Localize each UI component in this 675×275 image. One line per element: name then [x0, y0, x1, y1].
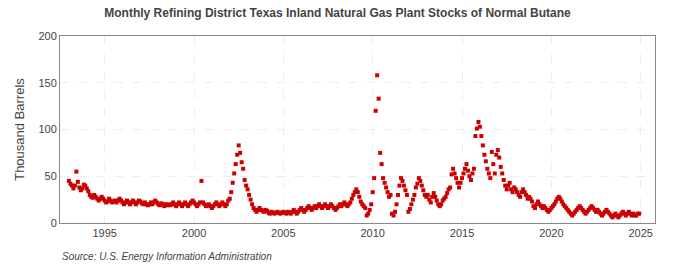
svg-text:Source: U.S. Energy Informatio: Source: U.S. Energy Information Administ… — [62, 251, 272, 262]
svg-text:0: 0 — [51, 217, 57, 229]
svg-text:150: 150 — [38, 77, 56, 89]
svg-text:1995: 1995 — [92, 227, 116, 239]
svg-text:2020: 2020 — [539, 227, 563, 239]
svg-text:2025: 2025 — [628, 227, 652, 239]
svg-text:Thousand Barrels: Thousand Barrels — [12, 78, 27, 181]
svg-text:200: 200 — [38, 30, 56, 42]
svg-text:2000: 2000 — [182, 227, 206, 239]
svg-text:2010: 2010 — [360, 227, 384, 239]
svg-text:50: 50 — [45, 170, 57, 182]
svg-text:2015: 2015 — [450, 227, 474, 239]
svg-text:100: 100 — [38, 123, 56, 135]
svg-text:2005: 2005 — [271, 227, 295, 239]
svg-text:Monthly Refining District Texa: Monthly Refining District Texas Inland N… — [104, 6, 571, 20]
